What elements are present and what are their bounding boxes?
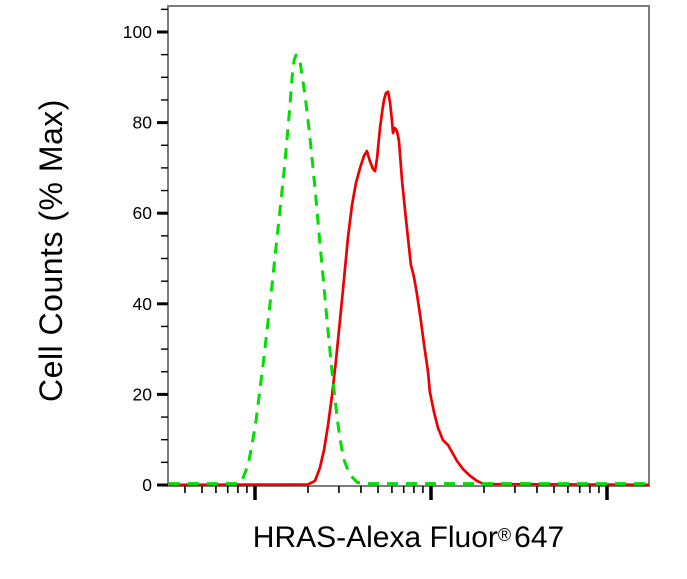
x-axis-label-tail: 647 bbox=[514, 521, 565, 554]
y-tick-label: 20 bbox=[133, 384, 153, 404]
registered-trademark-symbol: ® bbox=[497, 525, 512, 545]
y-tick-label: 40 bbox=[133, 294, 153, 314]
x-axis-label-main: HRAS-Alexa Fluor bbox=[252, 521, 498, 554]
y-tick-label: 60 bbox=[133, 203, 153, 223]
series-red-solid-sample bbox=[168, 90, 650, 487]
y-axis-label: Cell Counts (% Max) bbox=[32, 98, 69, 402]
plot-frame bbox=[167, 5, 650, 487]
y-tick-label: 80 bbox=[133, 113, 153, 133]
x-axis-label: HRAS-Alexa Fluor® 647 bbox=[168, 521, 649, 555]
y-tick-label: 100 bbox=[123, 22, 152, 42]
y-tick-label: 0 bbox=[142, 475, 152, 495]
y-axis-label-container: Cell Counts (% Max) bbox=[22, 0, 80, 500]
series-green-dashed-control bbox=[168, 53, 650, 486]
